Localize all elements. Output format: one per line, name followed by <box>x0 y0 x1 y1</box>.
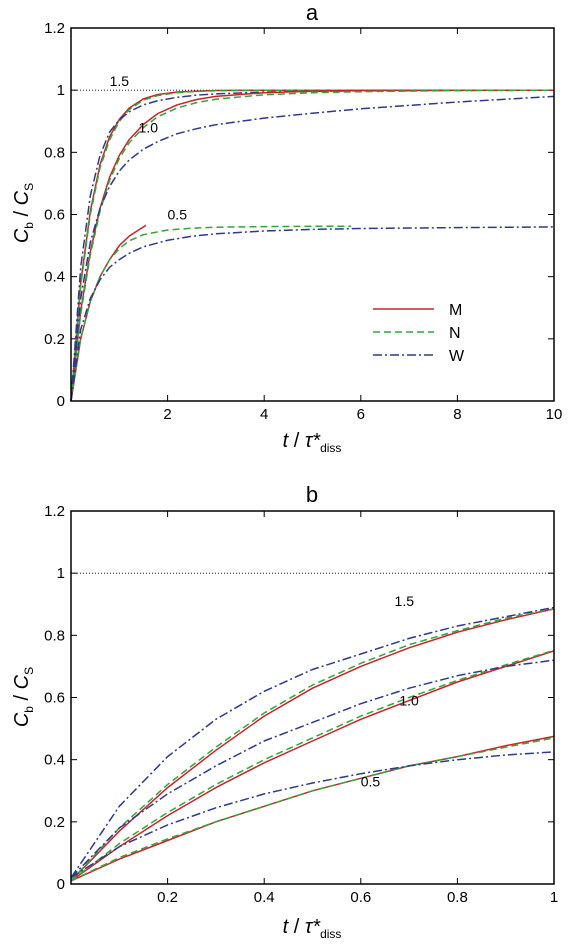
panel-b-ylabel-c1: C <box>11 712 33 727</box>
panel-b-title: b <box>306 482 318 507</box>
panel-a-ylabel-sub1: b <box>22 222 36 229</box>
panel-a-ytick-label: 1 <box>57 82 65 99</box>
panel-b-curve-label: 1.0 <box>399 693 419 709</box>
panel-a-ylabel-c2: C <box>11 190 33 205</box>
panel-b-xtick-label: 0.2 <box>157 889 178 906</box>
svg-text:Cb / CS: Cb / CS <box>11 183 36 243</box>
panel-b-xtick-label: 0.8 <box>447 889 468 906</box>
panel-b-ylabel-c2: C <box>11 674 33 689</box>
panel-b-ylabel-sub1: b <box>22 706 36 713</box>
panel-b-series-m-1-0 <box>70 650 555 882</box>
panel-b-xtick-label: 0.4 <box>254 889 275 906</box>
panel-a-ytick-label: 1.2 <box>44 20 65 37</box>
panel-b: b 0 0.2 0.4 0.6 0.8 1 1.2 0.2 0.4 0.6 0.8 1 1.5 1.0 0.… <box>11 482 558 941</box>
panel-b-ytick-label: 0.6 <box>44 690 65 707</box>
panel-b-curve-label: 0.5 <box>361 773 381 789</box>
panel-b-xtick-label: 1 <box>550 889 558 906</box>
svg-text:Cb / CS: Cb / CS <box>11 667 36 727</box>
panel-a: a 0 0.2 0.4 0.6 0.8 1 1.2 2 4 6 8 10 1.5 1.0 0.5 Cb / … <box>11 0 562 455</box>
panel-a-xtick-label: 2 <box>163 406 171 423</box>
panel-a-title: a <box>306 0 319 25</box>
panel-a-series-n-1-5 <box>70 89 554 402</box>
legend-label-m: M <box>449 302 462 319</box>
panel-a-series-w-1-5 <box>70 89 555 402</box>
panel-a-y-axis-label: Cb / CS <box>11 183 36 243</box>
legend-label-n: N <box>449 325 461 342</box>
panel-a-series-w-0-5 <box>70 226 555 402</box>
panel-b-series-w-1-0 <box>70 659 555 879</box>
panel-a-xlabel-sub: diss <box>320 441 341 455</box>
panel-b-xlabel-denom: τ* <box>305 916 321 938</box>
panel-a-x-axis-label: t / τ*diss <box>283 430 342 455</box>
panel-a-ytick-label: 0.6 <box>44 207 65 224</box>
panel-a-ytick-label: 0.4 <box>44 269 65 286</box>
panel-a-ylabel-sub2: S <box>22 183 36 191</box>
panel-a-ytick-label: 0.2 <box>44 331 65 348</box>
panel-b-curve-label: 1.5 <box>395 593 415 609</box>
panel-b-series-m-1-5 <box>70 608 555 882</box>
panel-b-ytick-label: 0 <box>57 876 65 893</box>
panel-a-xlabel-main: t <box>283 430 290 452</box>
panel-b-ytick-label: 0.4 <box>44 752 65 769</box>
panel-b-ylabel-sub2: S <box>22 667 36 675</box>
panel-a-ytick-label: 0 <box>57 393 65 410</box>
panel-b-series-n-0-5 <box>70 737 555 882</box>
panel-a-ylabel-c1: C <box>11 228 33 243</box>
panel-b-ytick-label: 1 <box>57 565 65 582</box>
panel-b-x-axis-label: t / τ*diss <box>283 916 342 941</box>
panel-b-ytick-label: 0.2 <box>44 814 65 831</box>
panel-a-plot-area: 0 0.2 0.4 0.6 0.8 1 1.2 2 4 6 8 10 1.5 1.0 0.5 <box>44 20 562 423</box>
panel-a-series-n-0-5 <box>70 225 352 402</box>
panel-a-curve-label: 1.0 <box>139 119 159 135</box>
panel-b-series-w-0-5 <box>70 751 555 879</box>
panel-b-series-w-1-5 <box>70 606 555 879</box>
panel-b-frame <box>70 510 555 885</box>
panel-b-xlabel-main: t <box>283 916 290 938</box>
panel-a-xtick-label: 8 <box>453 406 461 423</box>
panel-b-y-axis-label: Cb / CS <box>11 667 36 727</box>
panel-b-plot-area: 0 0.2 0.4 0.6 0.8 1 1.2 0.2 0.4 0.6 0.8 1 1.5 1.0 0.5 <box>44 503 558 906</box>
panel-b-series-n-1-5 <box>70 608 555 882</box>
panel-a-xtick-label: 6 <box>357 406 365 423</box>
panel-a-xtick-label: 4 <box>260 406 268 423</box>
legend-label-w: W <box>449 348 465 365</box>
panel-a-curve-label: 1.5 <box>110 73 130 89</box>
panel-a-ytick-label: 0.8 <box>44 144 65 161</box>
panel-a-frame <box>70 27 555 402</box>
panel-a-series-m-1-5 <box>70 89 554 402</box>
panel-a-curve-label: 0.5 <box>168 207 188 223</box>
panel-b-ytick-label: 1.2 <box>44 503 65 520</box>
panel-b-series-n-1-0 <box>70 649 555 882</box>
panel-a-series-m-1-0 <box>70 89 554 402</box>
panel-b-xtick-label: 0.6 <box>350 889 371 906</box>
panel-a-series-n-1-0 <box>70 89 555 402</box>
panel-a-series-w-1-0 <box>70 95 555 402</box>
panel-b-ytick-label: 0.8 <box>44 627 65 644</box>
panel-a-xtick-label: 10 <box>546 406 563 423</box>
panel-a-xlabel-denom: τ* <box>305 430 321 452</box>
panel-b-xlabel-sub: diss <box>320 927 341 941</box>
panel-a-legend: M N W <box>373 302 465 365</box>
